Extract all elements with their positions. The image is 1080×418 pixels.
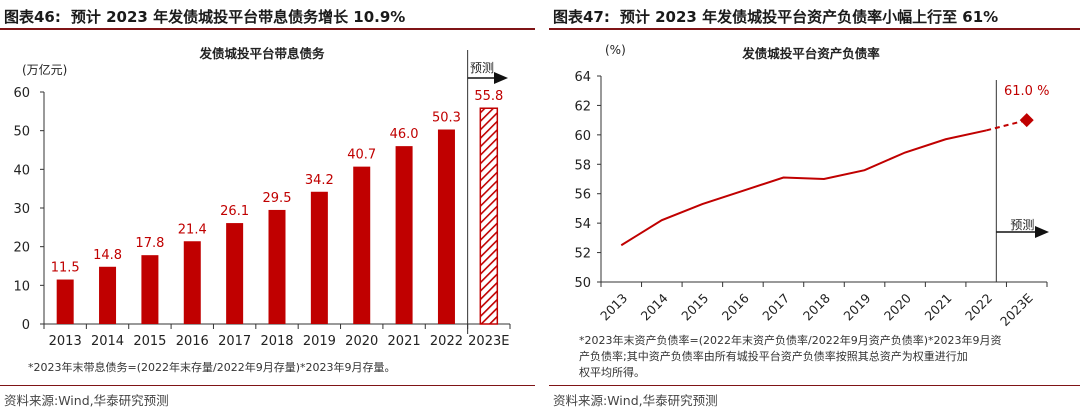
forecast-segment xyxy=(985,119,1027,132)
y-tick-label: 60 xyxy=(13,86,30,101)
x-tick-label: 2019 xyxy=(303,334,336,349)
left-figure-title: 图表46: 预计 2023 年发债城投平台带息债务增长 10.9% xyxy=(0,6,535,30)
left-figure-title-text: 预计 2023 年发债城投平台带息债务增长 10.9% xyxy=(70,8,406,26)
forecast-point xyxy=(1019,113,1034,128)
y-tick-label: 54 xyxy=(574,217,591,232)
data-label: 55.8 xyxy=(474,89,503,104)
data-label: 29.5 xyxy=(263,191,292,206)
x-tick-label: 2016 xyxy=(176,334,209,349)
data-label: 14.8 xyxy=(93,248,122,263)
data-label: 34.2 xyxy=(305,173,334,188)
right-footnote-line: 产负债率;其中资产负债率由所有城投平台资产负债率按照其总资产为权重进行加 xyxy=(579,350,968,363)
y-tick-label: 60 xyxy=(574,129,591,144)
x-tick-label: 2020 xyxy=(345,334,378,349)
x-tick-label: 2013 xyxy=(597,290,630,323)
bar xyxy=(183,241,201,324)
bar xyxy=(99,266,117,324)
x-tick-label: 2022 xyxy=(962,290,995,323)
right-figure-tag: 图表47: xyxy=(553,8,610,26)
y-tick-label: 56 xyxy=(574,188,591,203)
y-tick-label: 10 xyxy=(13,279,30,294)
x-tick-label: 2016 xyxy=(719,290,752,323)
left-figure: 图表46: 预计 2023 年发债城投平台带息债务增长 10.9% 发债城投平台带… xyxy=(0,0,535,418)
x-tick-label: 2019 xyxy=(840,290,873,323)
x-tick-label: 2017 xyxy=(759,290,792,323)
bar xyxy=(395,146,413,324)
forecast-arrow-head xyxy=(1035,226,1049,238)
x-tick-label: 2023E xyxy=(997,290,1036,329)
right-footnote-line: 权平均所得。 xyxy=(579,366,645,379)
y-tick-label: 30 xyxy=(13,202,30,217)
forecast-arrow-head xyxy=(494,72,508,84)
chart-title: 发债城投平台资产负债率 xyxy=(741,46,880,61)
data-label: 11.5 xyxy=(51,261,80,276)
y-tick-label: 0 xyxy=(22,318,30,333)
bar xyxy=(56,279,74,324)
x-tick-label: 2015 xyxy=(133,334,166,349)
x-tick-label: 2018 xyxy=(260,334,293,349)
data-label: 17.8 xyxy=(135,236,164,251)
y-tick-label: 52 xyxy=(574,247,591,262)
right-source: 资料来源:Wind,华泰研究预测 xyxy=(553,393,718,408)
right-figure-title: 图表47: 预计 2023 年发债城投平台资产负债率小幅上行至 61% xyxy=(549,6,1080,30)
left-footnote: *2023年末带息债务=(2022年末存量/2022年9月存量)*2023年9月… xyxy=(28,361,396,374)
x-tick-label: 2021 xyxy=(921,290,954,323)
bar xyxy=(226,223,244,324)
bar xyxy=(437,129,455,324)
data-label: 40.7 xyxy=(347,148,376,163)
right-footnote-line: *2023年末资产负债率=(2022年末资产负债率/2022年9月资产负债率)*… xyxy=(579,334,1002,347)
left-figure-tag: 图表46: xyxy=(4,8,61,26)
y-tick-label: 20 xyxy=(13,241,30,256)
y-axis-unit-label: (万亿元) xyxy=(22,62,67,77)
x-tick-label: 2018 xyxy=(800,290,833,323)
data-label: 26.1 xyxy=(220,204,249,219)
series-line xyxy=(620,129,987,247)
x-tick-label: 2014 xyxy=(91,334,124,349)
bar xyxy=(353,166,371,324)
left-source-divider xyxy=(0,385,535,386)
y-tick-label: 50 xyxy=(574,276,591,291)
right-line-chart: 发债城投平台资产负债率 (%) 50 52 54 56 58 60 62 64 2013 2014… xyxy=(574,43,1049,329)
y-tick-label: 58 xyxy=(574,158,591,173)
bar xyxy=(310,191,328,324)
x-tick-label: 2021 xyxy=(388,334,421,349)
data-label: 50.3 xyxy=(432,111,461,126)
forecast-data-label: 61.0 % xyxy=(1004,84,1049,99)
data-label: 46.0 xyxy=(390,127,419,142)
forecast-label: 预测 xyxy=(1010,218,1034,232)
x-tick-label: 2017 xyxy=(218,334,251,349)
right-figure: 图表47: 预计 2023 年发债城投平台资产负债率小幅上行至 61% 发债城投平… xyxy=(549,0,1080,418)
x-tick-label: 2023E xyxy=(468,334,509,349)
left-source: 资料来源:Wind,华泰研究预测 xyxy=(4,393,169,408)
y-axis-unit-label: (%) xyxy=(605,43,626,57)
bar xyxy=(268,209,286,324)
right-source-divider xyxy=(549,385,1080,386)
right-footnote: *2023年末资产负债率=(2022年末资产负债率/2022年9月资产负债率)*… xyxy=(579,333,1001,381)
x-tick-label: 2013 xyxy=(49,334,82,349)
forecast-label: 预测 xyxy=(470,61,494,75)
y-tick-label: 50 xyxy=(13,125,30,140)
x-tick-label: 2015 xyxy=(678,290,711,323)
data-label: 21.4 xyxy=(178,222,207,237)
forecast-bar xyxy=(479,107,499,325)
x-tick-label: 2014 xyxy=(638,290,671,323)
y-tick-label: 40 xyxy=(13,163,30,178)
y-tick-label: 64 xyxy=(574,70,591,85)
x-tick-label: 2020 xyxy=(881,290,914,323)
y-tick-label: 62 xyxy=(574,99,591,114)
chart-title: 发债城投平台带息债务 xyxy=(198,46,325,61)
x-tick-label: 2022 xyxy=(430,334,463,349)
left-bar-chart: 发债城投平台带息债务 (万亿元) 0 10 20 30 40 50 60 11.5 2013 1… xyxy=(13,46,511,349)
right-figure-title-text: 预计 2023 年发债城投平台资产负债率小幅上行至 61% xyxy=(619,8,999,26)
bar xyxy=(141,255,159,324)
